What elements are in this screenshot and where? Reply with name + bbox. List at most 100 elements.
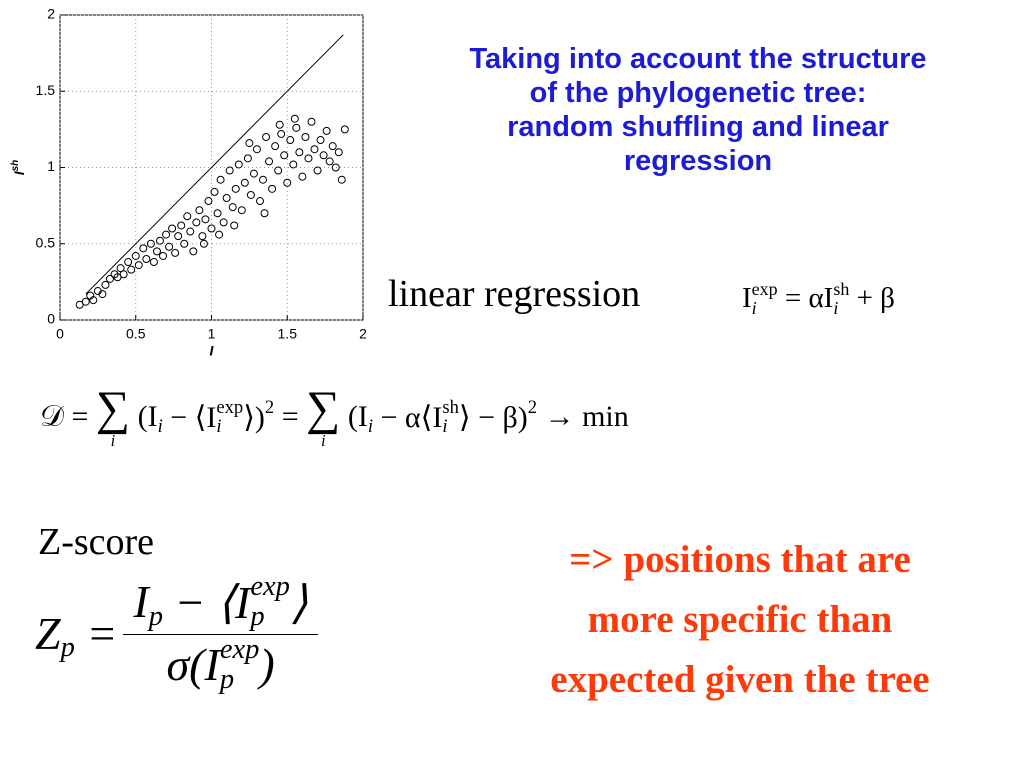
sum-index: i — [320, 431, 326, 450]
conclusion: => positions that are more specific than e… — [460, 530, 1020, 710]
point — [245, 139, 254, 148]
superscript: exp — [216, 396, 244, 418]
superscript: 2 — [264, 396, 275, 418]
formula-text: I — [742, 282, 752, 315]
scripts: p — [149, 572, 163, 632]
point — [290, 114, 299, 123]
point — [165, 242, 174, 251]
y-tick-label: 0.5 — [36, 234, 56, 250]
subscript: i — [751, 297, 757, 318]
point — [119, 270, 128, 279]
formula-text: ) — [259, 639, 275, 691]
point — [240, 178, 249, 187]
objective-formula: 𝒟 = ∑ i (I i − ⟨I exp i ⟩) 2 = ∑ i (I i − α⟨I s… — [40, 385, 629, 450]
formula-text: 𝒟 = — [40, 400, 96, 434]
subscript: p — [148, 600, 163, 632]
title-line: random shuffling and linear — [507, 111, 889, 143]
formula-text: = αI — [777, 282, 834, 315]
point — [262, 133, 271, 141]
conclusion-line: => positions that are — [569, 538, 911, 581]
point — [199, 239, 208, 248]
sum-sign: ∑ — [95, 382, 131, 435]
point — [292, 123, 301, 132]
formula-text: (I — [130, 400, 158, 434]
point — [225, 166, 234, 175]
point — [142, 255, 151, 263]
superscript: sh — [442, 396, 459, 418]
point — [134, 261, 143, 270]
point — [89, 296, 98, 305]
x-tick-label: 1.5 — [278, 326, 298, 342]
subscript: i — [833, 297, 839, 318]
point — [131, 251, 140, 260]
formula-text: − α⟨I — [373, 400, 443, 434]
x-tick-label: 0.5 — [126, 326, 146, 342]
point — [124, 258, 133, 267]
point — [215, 230, 224, 239]
point — [283, 178, 292, 187]
y-tick-label: 1 — [47, 158, 55, 174]
title-line: regression — [623, 145, 773, 177]
point — [265, 157, 274, 166]
point — [230, 221, 239, 230]
zscore-lhs: Z p = — [35, 603, 117, 663]
slide-title: Taking into account the structure of the … — [380, 42, 1016, 178]
subscript: i — [216, 416, 222, 438]
point — [237, 206, 246, 215]
y-axis-label-main: I — [11, 170, 27, 175]
sum-sign: ∑ — [306, 382, 341, 435]
point — [222, 194, 231, 202]
superscript — [61, 603, 75, 633]
subscript — [528, 417, 537, 437]
denominator: σ(I exp p) — [167, 634, 275, 695]
point — [168, 224, 177, 233]
point — [204, 197, 213, 206]
superscript: sh — [833, 279, 850, 299]
scripts: i — [158, 398, 163, 437]
point — [174, 232, 183, 241]
y-tick-label: 2 — [47, 6, 55, 22]
point — [159, 251, 168, 260]
formula-text: Z — [35, 607, 61, 659]
point — [155, 236, 164, 245]
formula-text: = — [274, 400, 307, 434]
point — [325, 157, 334, 166]
point — [259, 175, 268, 184]
point — [81, 297, 90, 306]
subscript: i — [442, 416, 448, 438]
scripts: sh i — [442, 398, 459, 437]
zscore-label: Z-score — [38, 521, 155, 563]
scripts: 2 — [528, 398, 537, 437]
x-tick-label: 0 — [56, 326, 64, 342]
point — [189, 247, 198, 256]
x-tick-label: 1 — [208, 326, 216, 342]
formula-text: = — [74, 607, 118, 659]
point — [180, 239, 189, 248]
subscript — [265, 417, 274, 437]
point — [301, 133, 310, 141]
point — [162, 230, 171, 239]
formula-text: ⟩) — [243, 400, 265, 434]
point — [192, 218, 201, 227]
point — [286, 136, 295, 145]
point — [313, 166, 322, 175]
superscript — [149, 572, 163, 602]
point — [289, 160, 298, 169]
scripts: p — [61, 603, 75, 663]
superscript: 2 — [527, 396, 538, 418]
point — [228, 203, 237, 212]
superscript: exp — [751, 279, 778, 299]
scripts: sh i — [833, 280, 849, 318]
point — [331, 163, 340, 172]
point — [304, 154, 313, 163]
point — [98, 290, 107, 299]
point — [127, 265, 136, 274]
operator: ∑ i — [306, 385, 340, 450]
subscript: p — [60, 632, 75, 664]
point — [322, 126, 331, 135]
point — [271, 142, 280, 151]
title-line: of the phylogenetic tree: — [529, 77, 867, 109]
point — [246, 190, 255, 199]
